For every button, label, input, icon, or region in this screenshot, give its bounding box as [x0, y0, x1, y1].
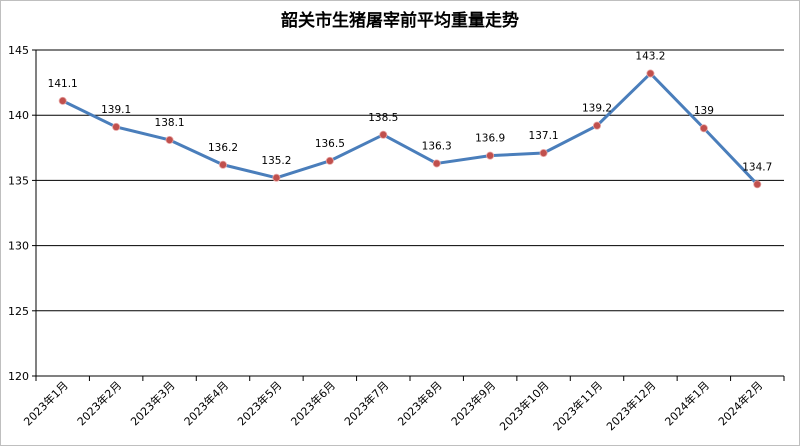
- series-line: [61, 71, 759, 186]
- x-tick-label: 2023年1月: [21, 378, 71, 428]
- x-tick-label: 2023年2月: [74, 378, 124, 428]
- data-point: [486, 151, 495, 160]
- data-point: [539, 149, 548, 158]
- data-label: 143.2: [635, 50, 665, 62]
- data-point: [753, 180, 762, 189]
- series-line-path: [61, 71, 759, 186]
- x-tick-label: 2023年10月: [497, 378, 552, 433]
- y-tick-label: 135: [8, 174, 29, 187]
- data-point: [379, 130, 388, 139]
- x-tick-label: 2023年6月: [288, 378, 338, 428]
- data-label: 139: [694, 105, 714, 117]
- data-label: 136.3: [422, 140, 452, 152]
- data-label: 137.1: [529, 130, 559, 142]
- y-tick-labels: 120 125 130 135 140 145: [8, 44, 29, 383]
- data-label: 138.5: [368, 112, 398, 124]
- data-label: 138.1: [155, 117, 185, 129]
- data-point: [165, 135, 174, 144]
- data-label: 136.5: [315, 138, 345, 150]
- x-tick-label: 2023年4月: [181, 378, 231, 428]
- data-point: [699, 124, 708, 133]
- data-label: 134.7: [742, 161, 772, 173]
- grid-lines: [36, 49, 784, 312]
- y-tick-label: 120: [8, 370, 29, 383]
- x-tick-label: 2023年9月: [448, 378, 498, 428]
- x-tick-labels: 2023年1月 2023年2月 2023年3月 2023年4月 2023年5月 2023年…: [21, 378, 766, 433]
- series-markers: [58, 69, 762, 189]
- axes: [32, 49, 785, 381]
- x-tick-label: 2023年3月: [127, 378, 177, 428]
- chart-title: 韶关市生猪屠宰前平均重量走势: [281, 10, 519, 31]
- y-tick-label: 130: [8, 240, 29, 253]
- x-tick-label: 2023年7月: [341, 378, 391, 428]
- data-label: 139.1: [101, 104, 131, 116]
- data-point: [218, 160, 227, 169]
- data-label: 136.2: [208, 142, 238, 154]
- x-tick-label: 2024年2月: [715, 378, 765, 428]
- x-tick-label: 2024年1月: [662, 378, 712, 428]
- data-label: 141.1: [48, 78, 78, 90]
- data-point: [58, 96, 67, 105]
- x-tick-label: 2023年12月: [603, 378, 658, 433]
- data-point: [432, 159, 441, 168]
- data-labels: 141.1 139.1 138.1 136.2 135.2 136.5 138.5 136.3…: [48, 50, 773, 173]
- y-tick-label: 140: [8, 109, 29, 122]
- data-point: [112, 122, 121, 131]
- x-tick-label: 2023年5月: [234, 378, 284, 428]
- data-label: 136.9: [475, 133, 505, 145]
- y-tick-label: 145: [8, 44, 29, 57]
- data-point: [325, 156, 334, 165]
- x-tick-label: 2023年11月: [550, 378, 605, 433]
- y-tick-label: 125: [8, 305, 29, 318]
- data-label: 135.2: [261, 155, 291, 167]
- data-point: [646, 69, 655, 78]
- data-label: 139.2: [582, 103, 612, 115]
- data-point: [272, 173, 281, 182]
- data-point: [593, 121, 602, 130]
- x-tick-label: 2023年8月: [395, 378, 445, 428]
